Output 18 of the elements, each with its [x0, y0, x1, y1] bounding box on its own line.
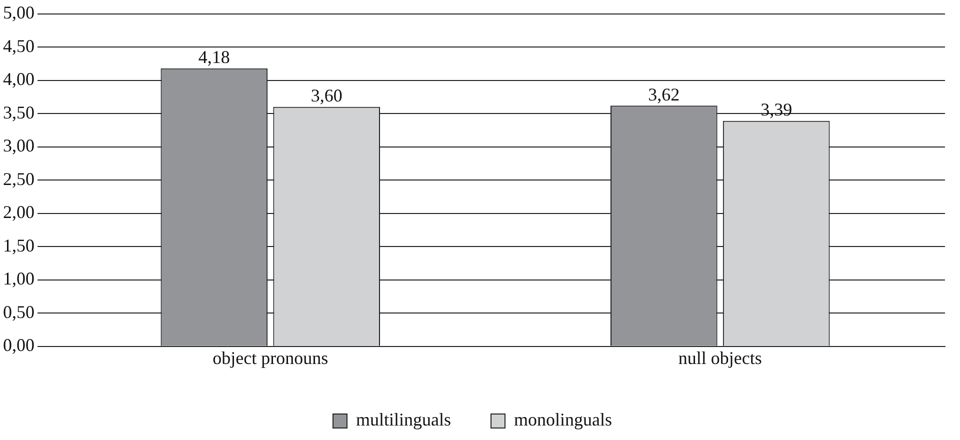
y-tick-label: 4,50	[3, 36, 34, 56]
x-tick-label: object pronouns	[212, 348, 328, 368]
y-tick-label: 5,00	[3, 2, 34, 23]
y-tick-label: 1,00	[3, 268, 34, 289]
y-tick-label: 1,50	[3, 235, 34, 256]
y-tick-label: 2,00	[3, 202, 34, 222]
y-tick-label: 4,00	[3, 69, 34, 90]
y-tick-label: 3,50	[3, 102, 34, 122]
x-tick-label: null objects	[678, 348, 762, 368]
data-label: 3,60	[310, 86, 342, 106]
y-tick-label: 3,00	[3, 136, 34, 156]
y-tick-label: 0,50	[3, 302, 34, 322]
data-label: 3,62	[648, 84, 680, 104]
legend-label: multilinguals	[356, 410, 452, 430]
y-tick-label: 0,00	[3, 335, 34, 356]
y-tick-label: 2,50	[3, 168, 34, 189]
data-label: 4,18	[198, 47, 230, 68]
legend-label: monolinguals	[514, 410, 612, 430]
